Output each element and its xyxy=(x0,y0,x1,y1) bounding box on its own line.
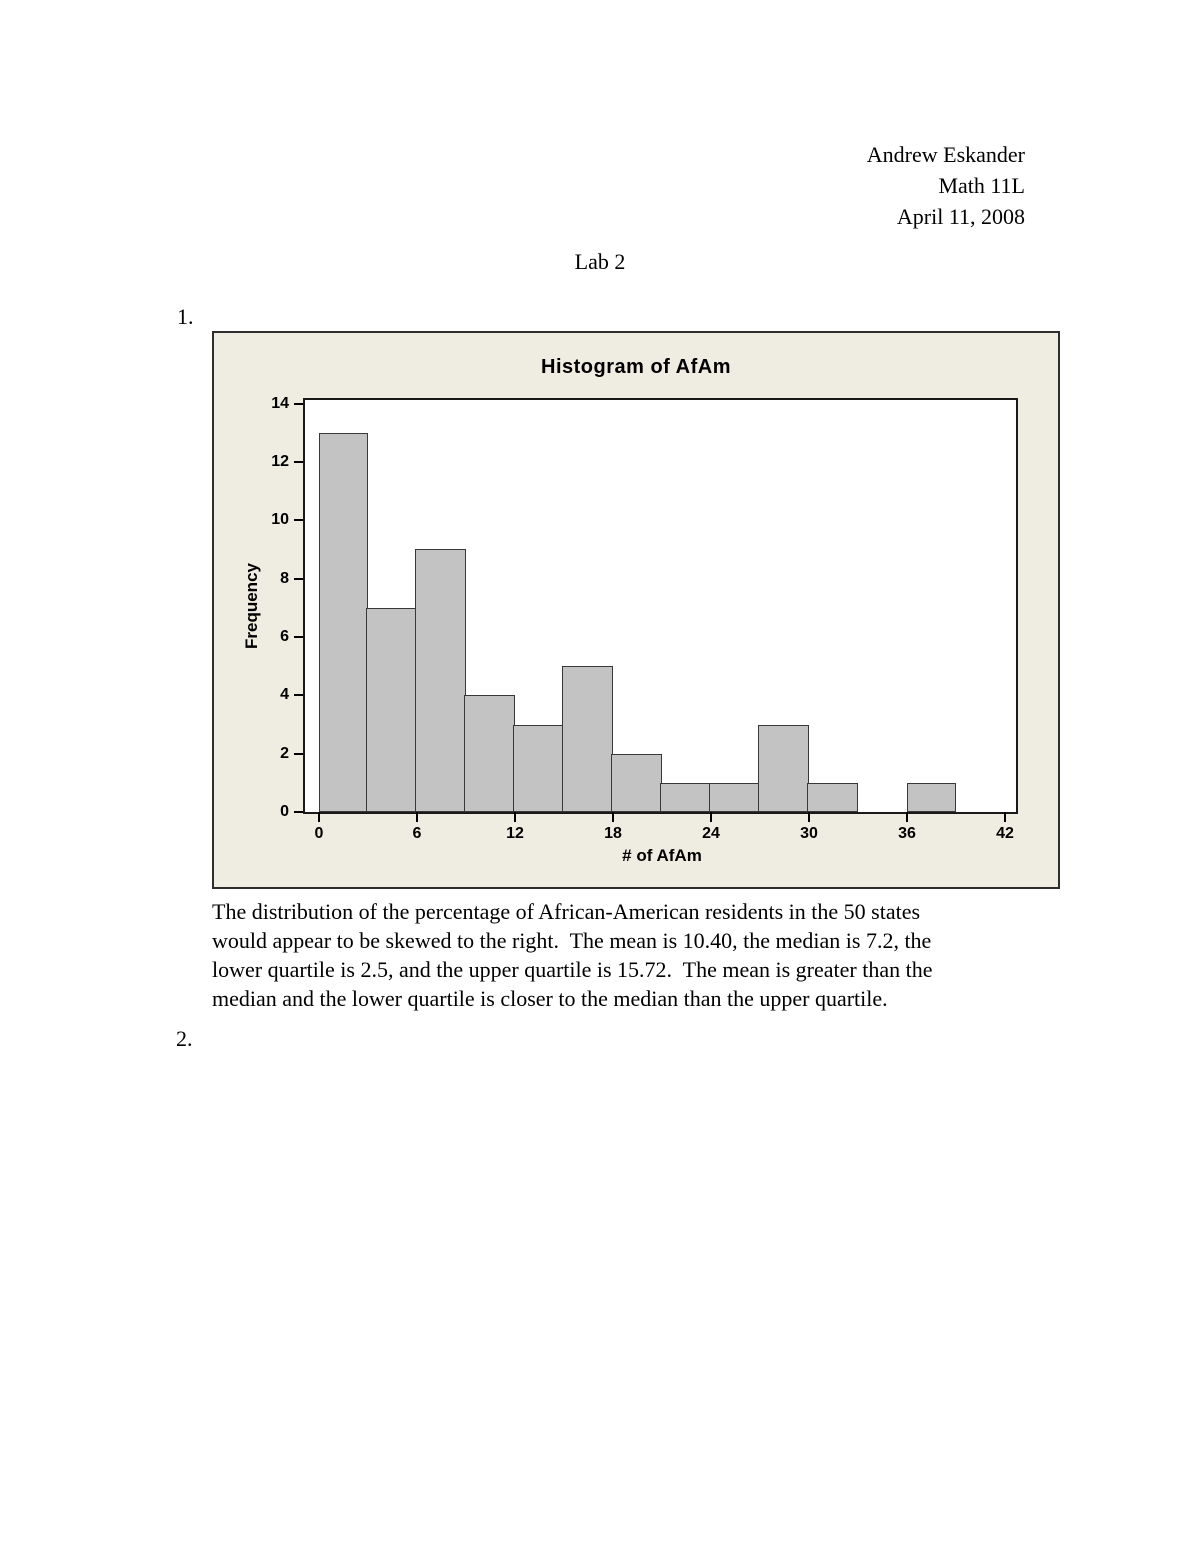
analysis-line: The distribution of the percentage of Af… xyxy=(212,899,921,924)
y-tick-label: 12 xyxy=(271,452,289,470)
chart-title: Histogram of AfAm xyxy=(541,356,731,378)
analysis-line: median and the lower quartile is closer … xyxy=(212,986,888,1011)
x-axis-label: # of AfAm xyxy=(622,846,702,865)
x-tick-mark xyxy=(807,812,810,822)
x-tick-mark xyxy=(1003,812,1006,822)
y-tick-label: 14 xyxy=(271,394,289,412)
page-title: Lab 2 xyxy=(574,249,626,274)
x-tick-label: 18 xyxy=(604,825,622,842)
y-tick-mark xyxy=(294,402,303,405)
histogram-bar xyxy=(709,782,760,812)
x-tick-mark xyxy=(513,812,516,822)
y-tick-mark xyxy=(294,460,303,463)
histogram-bar xyxy=(464,695,515,812)
header-course: Math 11L xyxy=(938,173,1025,198)
y-tick-mark xyxy=(294,519,303,522)
histogram-bar xyxy=(611,753,662,812)
y-tick-label: 0 xyxy=(280,803,289,820)
x-tick-label: 6 xyxy=(412,825,422,842)
x-tick-mark xyxy=(318,812,320,822)
x-tick-mark xyxy=(611,812,614,822)
analysis-line: would appear to be skewed to the right. … xyxy=(212,928,932,953)
histogram-figure: Histogram of AfAm 0 2 4 6 8 10 12 14 0 6 12 18 24 30 3… xyxy=(212,331,1060,889)
y-tick-label: 4 xyxy=(280,686,289,704)
x-tick-label: 42 xyxy=(996,825,1014,842)
y-tick-label: 2 xyxy=(280,744,289,762)
y-tick-mark xyxy=(294,694,303,697)
y-tick-mark xyxy=(294,577,303,580)
x-tick-label: 12 xyxy=(506,825,524,842)
histogram-bar xyxy=(415,549,466,812)
histogram-bar xyxy=(660,782,711,812)
histogram-bar xyxy=(758,724,809,812)
x-tick-mark xyxy=(709,812,712,822)
histogram-bar xyxy=(366,607,417,812)
analysis-line: lower quartile is 2.5, and the upper qua… xyxy=(212,957,933,982)
x-tick-label: 0 xyxy=(314,825,324,842)
histogram-bar xyxy=(906,782,956,812)
histogram-bar xyxy=(513,724,564,812)
x-tick-label: 36 xyxy=(898,825,916,842)
x-tick-mark xyxy=(415,812,418,822)
x-tick-mark xyxy=(905,812,908,822)
y-tick-mark xyxy=(294,811,303,813)
y-tick-label: 10 xyxy=(271,511,289,529)
analysis-paragraph: The distribution of the percentage of Af… xyxy=(212,897,933,1013)
header-author: Andrew Eskander xyxy=(866,142,1025,167)
y-tick-mark xyxy=(294,752,303,755)
document-header: Andrew Eskander Math 11L April 11, 2008 xyxy=(867,139,1025,232)
problem-number-2: 2. xyxy=(176,1026,193,1051)
y-tick-label: 6 xyxy=(280,627,289,645)
histogram-bar xyxy=(562,666,613,812)
x-tick-label: 24 xyxy=(702,825,720,842)
header-date: April 11, 2008 xyxy=(896,204,1025,229)
x-tick-label: 30 xyxy=(800,825,818,842)
problem-number-1: 1. xyxy=(177,304,194,329)
y-tick-mark xyxy=(294,635,303,638)
y-tick-label: 8 xyxy=(280,569,289,587)
plot-area: 0 2 4 6 8 10 12 14 0 6 12 18 24 30 36 42 xyxy=(271,395,1018,842)
histogram-bar xyxy=(807,782,858,812)
histogram-bar xyxy=(319,432,368,812)
y-axis-label: Frequency xyxy=(242,563,261,649)
